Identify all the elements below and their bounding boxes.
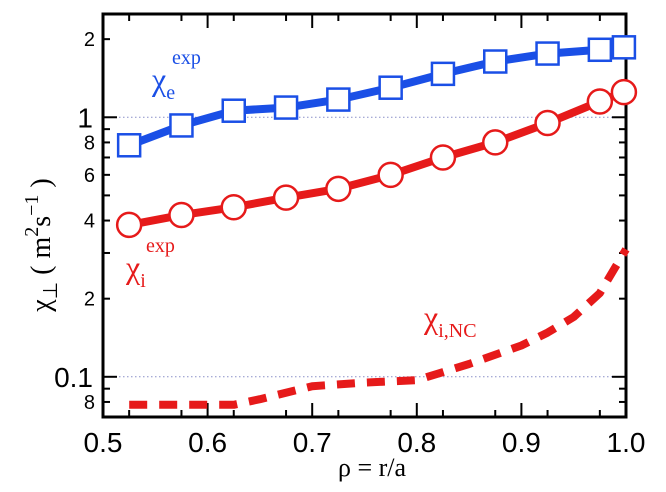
square-marker	[430, 61, 456, 87]
series-layer	[115, 35, 638, 409]
square-marker	[378, 75, 403, 100]
x-tick-label: 0.9	[502, 427, 541, 458]
series-label-2: χi,NC	[423, 299, 477, 342]
circle-marker	[586, 88, 614, 115]
square-marker	[483, 49, 508, 74]
square-marker	[587, 37, 613, 63]
series-label-0: χe exp	[151, 47, 201, 104]
y-tick-label: 0.1	[54, 362, 93, 393]
y-axis-title-sub: ⊥	[40, 282, 62, 299]
y-axis-title-s-exp: −1	[21, 195, 43, 216]
y-minor-tick-label: 6	[84, 165, 95, 187]
series-label-symbol: χ	[423, 299, 439, 335]
series-label-sup: exp	[172, 47, 201, 69]
x-tick-label: 1.0	[607, 427, 646, 458]
circle-marker	[377, 161, 404, 189]
square-marker	[169, 113, 194, 138]
y-axis-title-close: )	[26, 178, 57, 187]
series-label-sub: e	[166, 82, 175, 104]
series-label-1: χiexp	[125, 235, 175, 292]
y-minor-tick-label: 4	[84, 211, 95, 233]
square-marker	[273, 95, 299, 120]
circle-marker	[482, 129, 509, 156]
y-axis-title-open: (	[26, 266, 57, 275]
series-label-symbol: χ	[125, 249, 141, 285]
x-tick-label: 0.7	[293, 427, 332, 458]
y-axis-title-s: s	[26, 216, 57, 227]
square-marker	[535, 41, 560, 66]
y-tick-label: 1	[77, 102, 93, 133]
series-label-sup: exp	[146, 235, 175, 257]
x-axis-title: ρ = r/a	[338, 453, 407, 482]
series-line-2	[129, 247, 630, 409]
series-label-sub: i,NC	[438, 320, 476, 342]
y-axis-title: χ⊥ ( m2s−1 )	[21, 178, 62, 312]
x-tick-label: 0.6	[188, 427, 227, 458]
ticks	[102, 14, 627, 417]
circle-marker	[220, 194, 247, 221]
y-axis-title-m-exp: 2	[21, 227, 43, 237]
x-tick-label: 0.8	[397, 427, 436, 458]
y-minor-tick-label: 8	[84, 132, 95, 154]
square-marker	[221, 98, 246, 123]
ref-lines	[103, 116, 626, 378]
y-axis-title-m: m	[26, 237, 57, 259]
circle-marker	[168, 201, 195, 229]
y-axis-title-symbol: χ	[26, 299, 57, 313]
y-minor-tick-label: 2	[84, 29, 95, 51]
circle-marker	[610, 78, 638, 106]
circle-marker	[272, 184, 300, 211]
square-marker	[611, 35, 637, 60]
circle-marker	[325, 175, 352, 203]
square-marker	[326, 87, 351, 112]
circle-marker	[115, 211, 143, 239]
series-label-symbol: χ	[151, 61, 167, 97]
y-minor-tick-label: 2	[84, 289, 95, 311]
circle-marker	[534, 109, 561, 137]
circle-marker	[429, 144, 457, 171]
plot-frame	[101, 12, 628, 419]
x-tick-label: 0.5	[84, 427, 123, 458]
square-marker	[116, 133, 142, 158]
y-minor-tick-label: 8	[84, 392, 95, 414]
series-label-sub: i	[140, 270, 146, 292]
